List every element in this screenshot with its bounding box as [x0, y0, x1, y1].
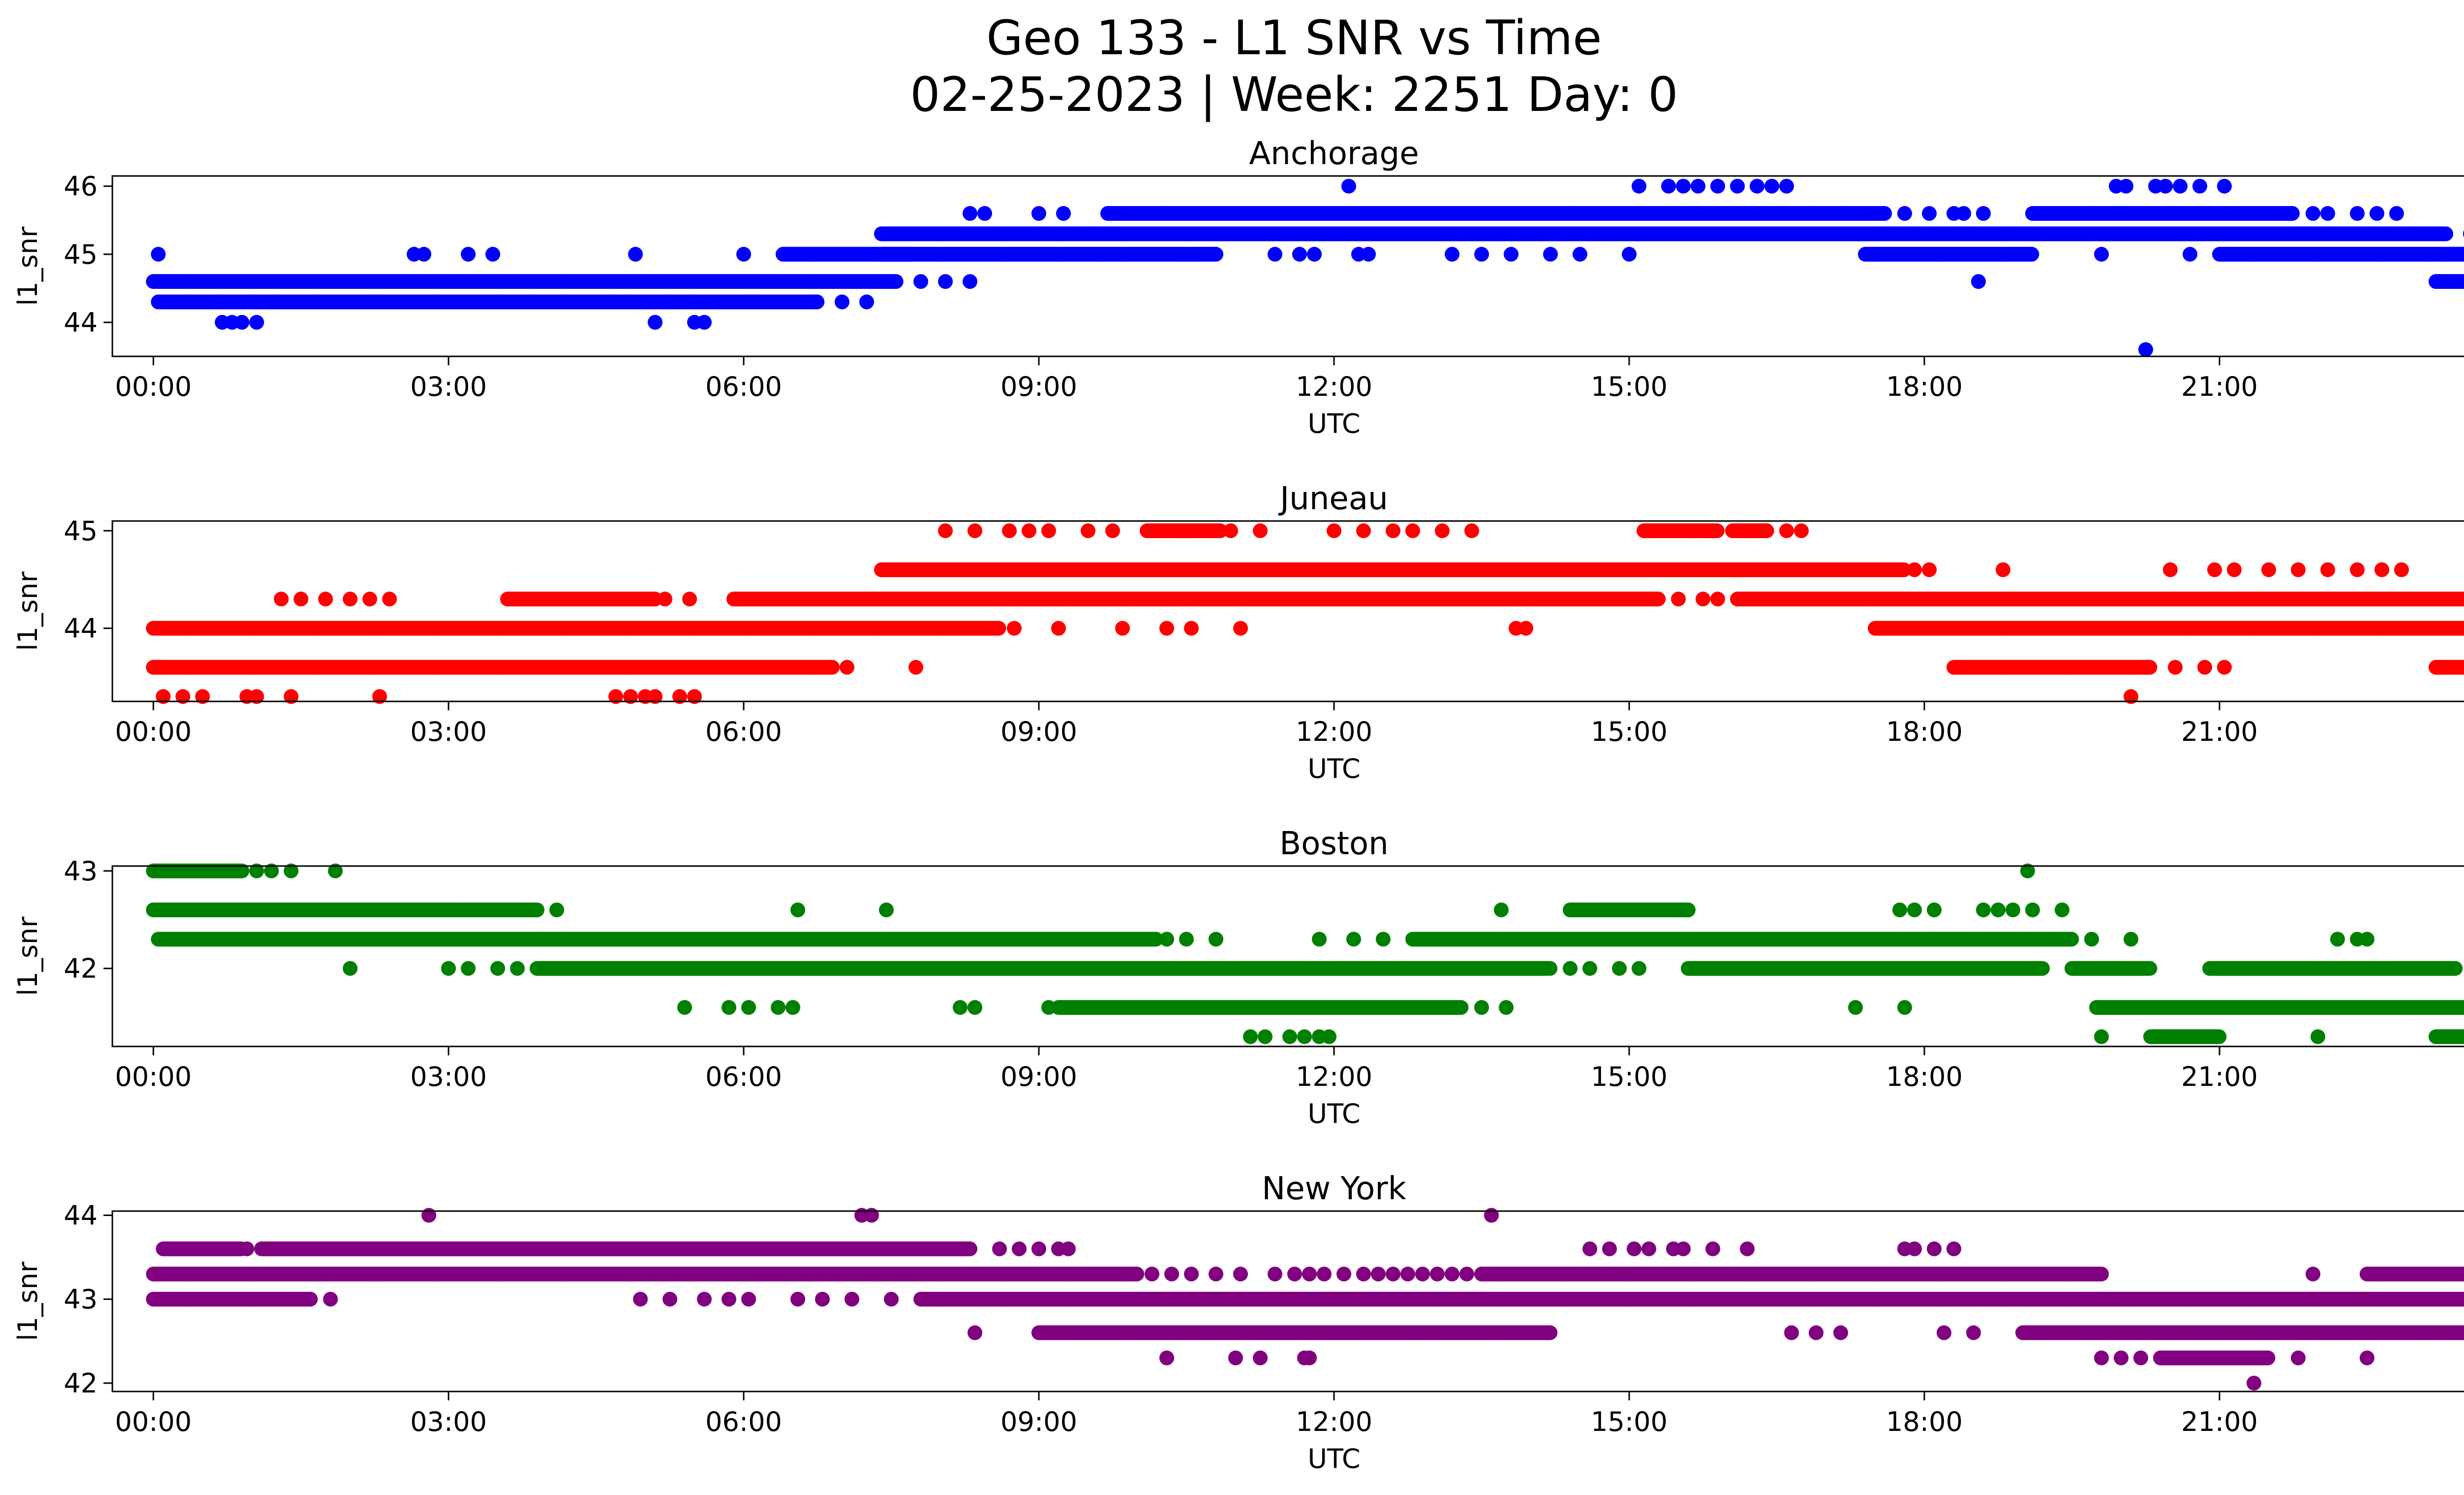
- data-point: [1622, 246, 1637, 262]
- data-point: [2158, 178, 2173, 194]
- data-point: [2320, 206, 2335, 221]
- data-point: [2183, 246, 2197, 262]
- data-point: [1897, 206, 1912, 221]
- data-point: [962, 274, 978, 289]
- x-tick-label: 00:00: [115, 371, 192, 402]
- data-point: [461, 246, 476, 262]
- data-point: [1710, 178, 1725, 194]
- data-point: [1631, 178, 1646, 194]
- figure-title-line1: Geo 133 - L1 SNR vs Time: [987, 10, 1602, 66]
- x-tick-label: 06:00: [705, 371, 782, 402]
- data-point: [416, 246, 432, 262]
- panel-title: Anchorage: [1249, 136, 1419, 172]
- data-point: [2389, 206, 2404, 221]
- data-point: [249, 314, 264, 330]
- data-point: [2350, 206, 2365, 221]
- x-axis-label: UTC: [1307, 408, 1360, 439]
- data-point: [1749, 178, 1765, 194]
- data-point: [977, 206, 992, 221]
- data-point: [1341, 178, 1356, 194]
- data-point: [2285, 206, 2300, 221]
- data-point: [2419, 246, 2434, 262]
- data-point: [736, 246, 752, 262]
- x-tick-label: 09:00: [1000, 371, 1077, 402]
- data-point: [1956, 206, 1971, 221]
- data-point: [834, 294, 850, 310]
- x-tick-label: 12:00: [1296, 371, 1372, 402]
- data-point: [1504, 246, 1519, 262]
- data-point: [1971, 274, 1986, 289]
- data-point: [697, 314, 712, 330]
- data-point: [1877, 206, 1892, 221]
- data-point: [1779, 178, 1794, 194]
- panel-title: Juneau: [1278, 481, 1388, 517]
- data-point: [938, 274, 953, 289]
- data-point: [1690, 178, 1706, 194]
- data-point: [648, 314, 663, 330]
- data-point: [1056, 206, 1071, 221]
- data-point: [1730, 178, 1745, 194]
- data-point: [889, 274, 904, 289]
- data-point: [1031, 206, 1046, 221]
- anchorage-scatter-panel: Anchorage 00:00 03:00 06:00 09:00 12:00 15:00 1…: [12, 136, 2464, 439]
- axes-frame: [111, 175, 2464, 357]
- data-point: [2094, 246, 2109, 262]
- data-point: [2438, 226, 2454, 242]
- data-point: [2305, 206, 2321, 221]
- scatter-points: [146, 178, 2464, 357]
- data-point: [1169, 246, 1184, 262]
- x-tick-label: 15:00: [1591, 371, 1668, 402]
- data-point: [2217, 178, 2232, 194]
- y-tick-label: 46: [64, 171, 98, 202]
- x-tick-label: 03:00: [410, 371, 487, 402]
- y-axis-label: l1_snr: [12, 226, 43, 306]
- data-point: [2369, 206, 2385, 221]
- data-point: [1661, 178, 1676, 194]
- data-point: [2024, 246, 2039, 262]
- data-point: [1976, 206, 1991, 221]
- data-point: [1307, 246, 1322, 262]
- figure-title-line2: 02-25-2023 | Week: 2251 Day: 0: [910, 67, 1678, 123]
- data-point: [1573, 246, 1588, 262]
- data-point: [1208, 246, 1224, 262]
- x-tick-label: 21:00: [2181, 371, 2258, 402]
- data-point: [1921, 206, 1937, 221]
- data-point: [2463, 277, 2464, 286]
- data-point: [2173, 178, 2188, 194]
- data-point: [810, 294, 824, 310]
- data-point: [1361, 246, 1376, 262]
- data-point: [151, 246, 166, 262]
- data-point: [913, 274, 928, 289]
- data-point: [962, 206, 978, 221]
- data-point: [859, 294, 874, 310]
- y-tick-label: 44: [64, 307, 98, 338]
- data-point: [2192, 178, 2207, 194]
- data-point: [1676, 178, 1691, 194]
- data-point: [485, 246, 500, 262]
- data-point: [2138, 342, 2154, 357]
- data-point: [2119, 178, 2134, 194]
- data-point: [1267, 246, 1283, 262]
- y-tick-label: 45: [64, 239, 98, 270]
- data-point: [1292, 246, 1307, 262]
- data-point: [1189, 246, 1204, 262]
- data-point: [1543, 246, 1558, 262]
- data-point: [1474, 246, 1489, 262]
- scatter-points: [146, 523, 2464, 704]
- data-point: [234, 314, 249, 330]
- data-point: [628, 246, 643, 262]
- data-point: [1444, 246, 1460, 262]
- x-tick-label: 18:00: [1886, 371, 1963, 402]
- data-point: [1764, 178, 1780, 194]
